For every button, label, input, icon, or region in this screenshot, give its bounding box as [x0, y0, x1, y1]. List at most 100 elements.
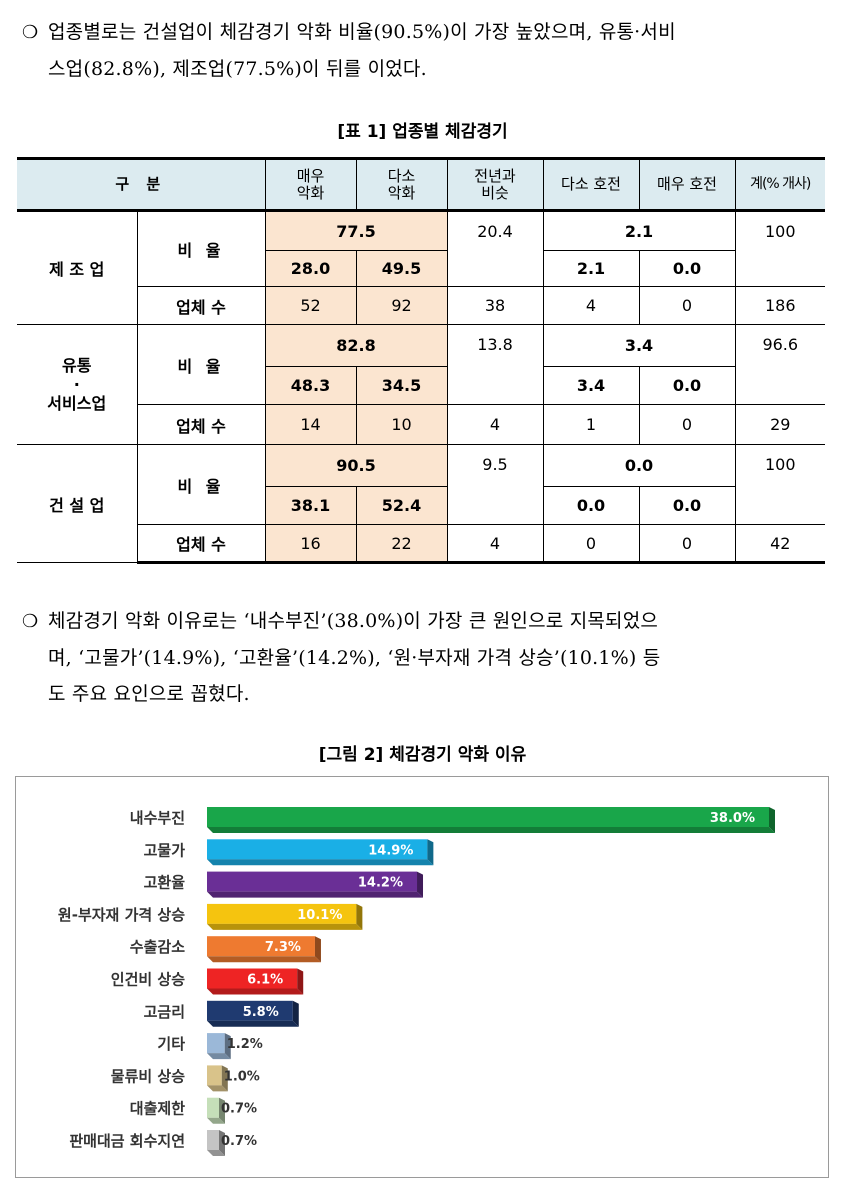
- header-somewhat-better: 다소 호전: [542, 157, 640, 212]
- bar: [207, 1097, 225, 1124]
- industry-name: 유통 · 서비스업: [17, 324, 138, 445]
- count-cell: 4: [542, 286, 640, 325]
- value-label: 10.1%: [297, 908, 342, 923]
- paragraph-line: 며, ‘고물가’(14.9%), ‘고환율’(14.2%), ‘원·부자재 가격…: [48, 647, 661, 669]
- bar: [207, 1000, 299, 1027]
- count-cell: 4: [446, 524, 544, 564]
- value-label: 1.2%: [227, 1037, 263, 1052]
- chart-svg: 내수부진 38.0% 고물가 14.9% 고환율 14.2% 원-부자재 가격 상승 10.1…: [58, 807, 775, 1156]
- count-cell: 16: [264, 524, 357, 564]
- row-label-count: 업체 수: [137, 524, 266, 564]
- bar: [207, 807, 775, 833]
- count-cell: 4: [446, 404, 544, 445]
- row-label-ratio: 비 율: [136, 444, 266, 525]
- very-better-value: 0.0: [638, 366, 735, 405]
- count-cell: 1: [542, 404, 640, 445]
- similar-value: 20.4: [446, 210, 544, 287]
- header-total: 계(% 개사): [734, 157, 825, 212]
- header-somewhat-worse: 다소 악화: [355, 157, 448, 212]
- bar: [207, 1033, 231, 1060]
- bar: [207, 968, 304, 995]
- category-label: 판매대금 회수지연: [69, 1132, 185, 1150]
- bar: [207, 1130, 225, 1156]
- industry-sentiment-table: 구 분 매우 악화 다소 악화 전년과 비슷 다소 호전 매우 호전 계(% 개…: [17, 157, 825, 564]
- somewhat-better-value: 2.1: [542, 250, 640, 287]
- category-label: 고물가: [144, 841, 186, 859]
- row-label-count: 업체 수: [137, 286, 266, 325]
- header-very-worse: 매우 악화: [264, 157, 357, 212]
- value-label: 0.7%: [221, 1134, 257, 1149]
- paragraph-line: 업종별로는 건설업이 체감경기 악화 비율(90.5%)이 가장 높았으며, 유…: [48, 21, 676, 43]
- industry-name: 건 설 업: [17, 444, 138, 563]
- count-cell: 92: [355, 286, 448, 325]
- value-label: 38.0%: [710, 811, 755, 826]
- category-label: 고금리: [144, 1003, 185, 1021]
- category-label: 기타: [157, 1035, 185, 1053]
- total-value: 100: [734, 444, 825, 525]
- value-label: 1.0%: [224, 1069, 260, 1084]
- paragraph-line: 스업(82.8%), 제조업(77.5%)이 뒤를 이었다.: [48, 58, 427, 80]
- count-cell: 0: [542, 524, 640, 564]
- count-cell: 38: [446, 286, 544, 325]
- bar: [207, 903, 363, 930]
- somewhat-worse-value: 34.5: [355, 366, 448, 405]
- bullet-icon: ❍: [22, 22, 39, 43]
- somewhat-worse-value: 52.4: [355, 486, 448, 525]
- count-cell: 0: [638, 286, 736, 325]
- somewhat-worse-value: 49.5: [355, 250, 448, 287]
- value-label: 14.9%: [368, 843, 413, 858]
- value-label: 7.3%: [265, 940, 301, 955]
- count-cell: 0: [638, 404, 736, 445]
- paragraph-line: 체감경기 악화 이유로는 ‘내수부진’(38.0%)이 가장 큰 원인으로 지목…: [48, 610, 659, 632]
- paragraph-line: 도 주요 요인으로 꼽혔다.: [48, 683, 250, 705]
- bar: [207, 839, 434, 866]
- category-label: 수출감소: [130, 938, 185, 956]
- reasons-bar-chart: 내수부진 38.0% 고물가 14.9% 고환율 14.2% 원-부자재 가격 상승 10.1…: [15, 776, 829, 1178]
- category-label: 원-부자재 가격 상승: [58, 906, 185, 924]
- similar-value: 9.5: [446, 444, 544, 525]
- category-label: 고환율: [144, 874, 186, 892]
- count-cell: 29: [734, 404, 825, 445]
- category-label: 인건비 상승: [111, 971, 185, 989]
- value-label: 6.1%: [247, 973, 283, 988]
- count-cell: 22: [355, 524, 448, 564]
- bullet-icon: ❍: [22, 611, 39, 632]
- better-total: 0.0: [542, 444, 736, 487]
- figure-caption: [그림 2] 체감경기 악화 이유: [318, 745, 527, 765]
- somewhat-better-value: 0.0: [542, 486, 640, 525]
- count-cell: 14: [264, 404, 357, 445]
- header-similar: 전년과 비슷: [446, 157, 544, 212]
- category-label: 대출제한: [130, 1100, 185, 1118]
- bar: [207, 1065, 228, 1092]
- row-label-ratio: 비 율: [136, 210, 266, 287]
- bar: [207, 871, 424, 898]
- value-label: 5.8%: [243, 1005, 279, 1020]
- value-label: 14.2%: [358, 876, 403, 891]
- table-caption: [표 1] 업종별 체감경기: [337, 122, 508, 142]
- very-worse-value: 28.0: [265, 250, 357, 287]
- count-cell: 0: [638, 524, 736, 564]
- paragraph-reasons-summary: ❍ 체감경기 악화 이유로는 ‘내수부진’(38.0%)이 가장 큰 원인으로 지…: [22, 603, 830, 712]
- row-label-count: 업체 수: [137, 404, 266, 445]
- very-better-value: 0.0: [638, 250, 735, 287]
- count-cell: 52: [264, 286, 357, 325]
- similar-value: 13.8: [446, 324, 544, 405]
- row-label-ratio: 비 율: [136, 324, 266, 405]
- very-worse-value: 48.3: [265, 366, 357, 405]
- bar: [207, 936, 321, 963]
- worse-total: 90.5: [264, 444, 448, 487]
- better-total: 2.1: [542, 210, 736, 251]
- count-cell: 186: [734, 286, 825, 325]
- worse-total: 82.8: [264, 324, 448, 367]
- value-label: 0.7%: [221, 1102, 257, 1117]
- count-cell: 42: [734, 524, 825, 564]
- worse-total: 77.5: [264, 210, 448, 251]
- total-value: 96.6: [734, 324, 825, 405]
- category-label: 물류비 상승: [111, 1067, 185, 1085]
- very-better-value: 0.0: [638, 486, 735, 525]
- header-category: 구 분: [17, 157, 266, 212]
- somewhat-better-value: 3.4: [542, 366, 640, 405]
- category-label: 내수부진: [130, 809, 185, 827]
- paragraph-industry-summary: ❍ 업종별로는 건설업이 체감경기 악화 비율(90.5%)이 가장 높았으며, …: [22, 14, 830, 87]
- very-worse-value: 38.1: [265, 486, 357, 525]
